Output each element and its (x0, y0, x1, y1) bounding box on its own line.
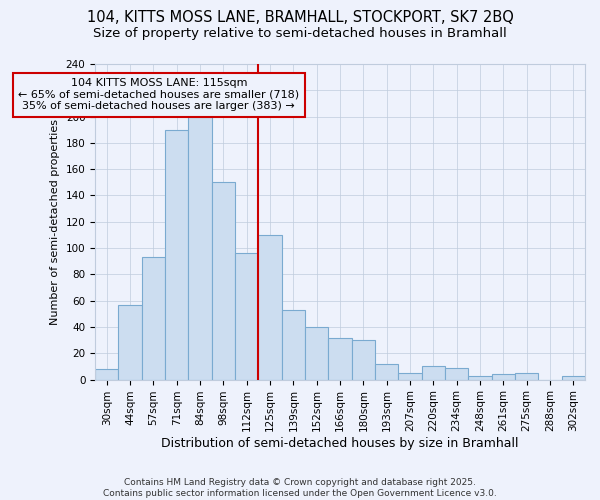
Bar (235, 254, 259, 380)
Text: Size of property relative to semi-detached houses in Bramhall: Size of property relative to semi-detach… (93, 28, 507, 40)
Bar (375, 364, 398, 380)
Bar (562, 376, 585, 380)
Bar (422, 366, 445, 380)
Bar (352, 340, 375, 380)
Text: 104, KITTS MOSS LANE, BRAMHALL, STOCKPORT, SK7 2BQ: 104, KITTS MOSS LANE, BRAMHALL, STOCKPOR… (86, 10, 514, 25)
X-axis label: Distribution of semi-detached houses by size in Bramhall: Distribution of semi-detached houses by … (161, 437, 519, 450)
Bar (142, 258, 165, 380)
Bar (469, 376, 491, 380)
Bar (95, 369, 118, 380)
Bar (305, 327, 328, 380)
Bar (491, 374, 515, 380)
Bar (259, 235, 282, 380)
Bar (398, 373, 422, 380)
Text: 104 KITTS MOSS LANE: 115sqm
← 65% of semi-detached houses are smaller (718)
35% : 104 KITTS MOSS LANE: 115sqm ← 65% of sem… (18, 78, 299, 112)
Bar (282, 310, 305, 380)
Bar (515, 373, 538, 380)
Bar (118, 304, 142, 380)
Text: Contains HM Land Registry data © Crown copyright and database right 2025.
Contai: Contains HM Land Registry data © Crown c… (103, 478, 497, 498)
Bar (445, 368, 469, 380)
Bar (188, 116, 212, 380)
Y-axis label: Number of semi-detached properties: Number of semi-detached properties (50, 119, 60, 325)
Bar (165, 130, 188, 380)
Bar (212, 182, 235, 380)
Bar (328, 338, 352, 380)
